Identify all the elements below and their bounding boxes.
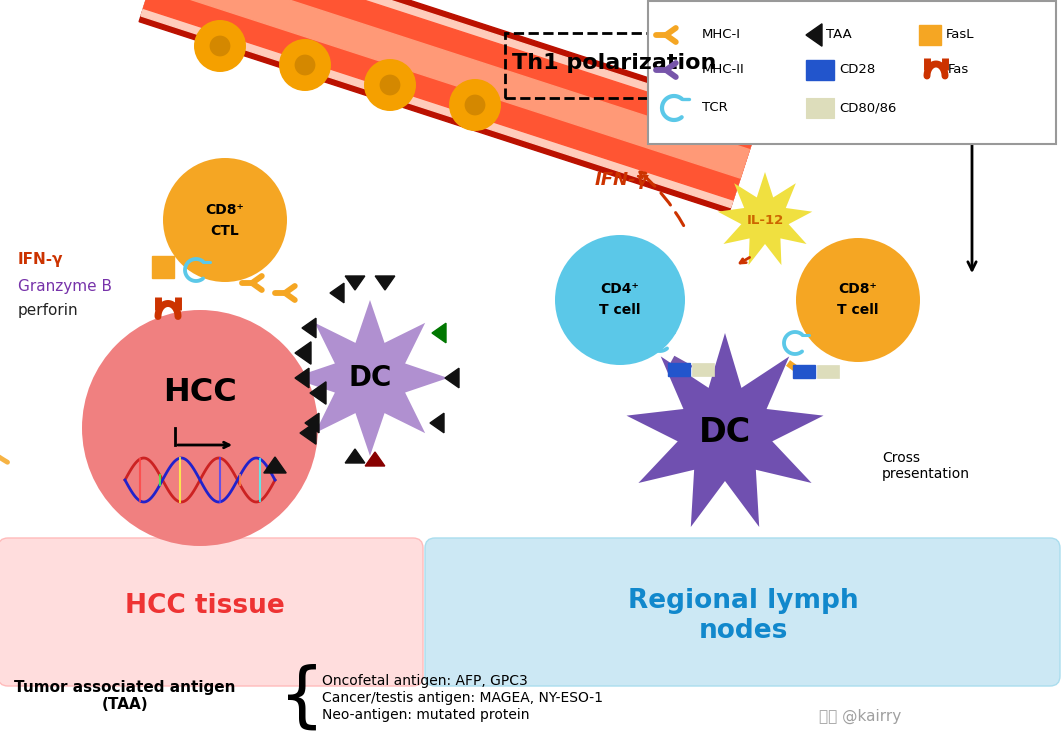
Text: IFN-γ: IFN-γ [18,252,64,267]
Bar [692,363,714,376]
Circle shape [364,59,416,111]
Bar [817,365,839,378]
Text: CD4⁺: CD4⁺ [601,282,640,296]
Circle shape [163,158,286,282]
Text: CD8⁺: CD8⁺ [206,203,244,217]
Text: 知乎 @kairry: 知乎 @kairry [819,708,901,723]
Circle shape [380,75,400,95]
Text: Oncofetal antigen: AFP, GPC3: Oncofetal antigen: AFP, GPC3 [321,674,527,688]
Bar [806,98,834,118]
Polygon shape [717,172,813,265]
Bar [505,33,975,98]
Text: Cancer/testis antigen: MAGEA, NY-ESO-1: Cancer/testis antigen: MAGEA, NY-ESO-1 [321,691,603,705]
Text: CTL: CTL [211,224,240,238]
Polygon shape [305,413,319,432]
Text: IL-12: IL-12 [746,213,784,227]
Polygon shape [626,333,823,527]
Text: CD80/86: CD80/86 [839,102,897,114]
Polygon shape [345,449,365,463]
Polygon shape [345,276,365,290]
FancyBboxPatch shape [0,538,423,686]
Bar [152,256,174,278]
Text: IFN-γ: IFN-γ [595,171,649,189]
Text: T cell: T cell [837,303,879,317]
Text: HCC: HCC [163,378,237,409]
Circle shape [449,79,501,131]
Text: Neo-antigen: mutated protein: Neo-antigen: mutated protein [321,708,529,722]
Text: Th1 polarization: Th1 polarization [512,53,716,73]
Circle shape [210,35,230,56]
Polygon shape [292,300,448,456]
Circle shape [796,238,920,362]
Polygon shape [365,452,385,466]
Bar [806,60,834,80]
Circle shape [465,94,485,115]
Text: Granzyme B: Granzyme B [18,278,112,294]
Polygon shape [376,276,395,290]
Polygon shape [445,368,459,387]
Text: Tumor associated antigen
(TAA): Tumor associated antigen (TAA) [14,680,236,712]
Circle shape [555,235,685,365]
Circle shape [295,55,315,75]
Text: DC: DC [348,364,392,392]
Text: TAA: TAA [827,29,852,41]
FancyBboxPatch shape [648,1,1056,144]
Circle shape [279,39,331,91]
Polygon shape [430,413,443,432]
Text: Cross
presentation: Cross presentation [882,451,970,481]
Polygon shape [432,323,446,342]
Text: perforin: perforin [18,303,79,319]
Polygon shape [295,368,309,387]
Polygon shape [264,457,286,473]
Polygon shape [300,422,316,444]
Polygon shape [806,24,822,46]
Polygon shape [310,382,326,404]
Polygon shape [141,0,759,207]
Bar [919,25,941,45]
Text: Regional lymph
nodes: Regional lymph nodes [628,588,858,644]
Text: HCC tissue: HCC tissue [125,593,284,619]
Text: TCR: TCR [702,102,728,114]
Text: MHC-I: MHC-I [702,29,741,41]
Text: CD28: CD28 [839,63,875,77]
Polygon shape [143,0,756,200]
Circle shape [194,20,246,72]
Polygon shape [151,0,749,178]
Text: Fas: Fas [947,63,970,77]
Polygon shape [302,318,316,338]
Text: DC: DC [699,416,751,449]
Text: MHC-II: MHC-II [702,63,745,77]
Text: FasL: FasL [946,29,974,41]
Bar [668,363,690,376]
Circle shape [82,310,318,546]
Text: {: { [279,663,325,733]
Bar [793,365,815,378]
Polygon shape [295,342,311,364]
Text: T cell: T cell [599,303,641,317]
Text: CD8⁺: CD8⁺ [838,282,877,296]
Polygon shape [330,283,344,303]
FancyBboxPatch shape [425,538,1060,686]
Polygon shape [139,0,761,213]
